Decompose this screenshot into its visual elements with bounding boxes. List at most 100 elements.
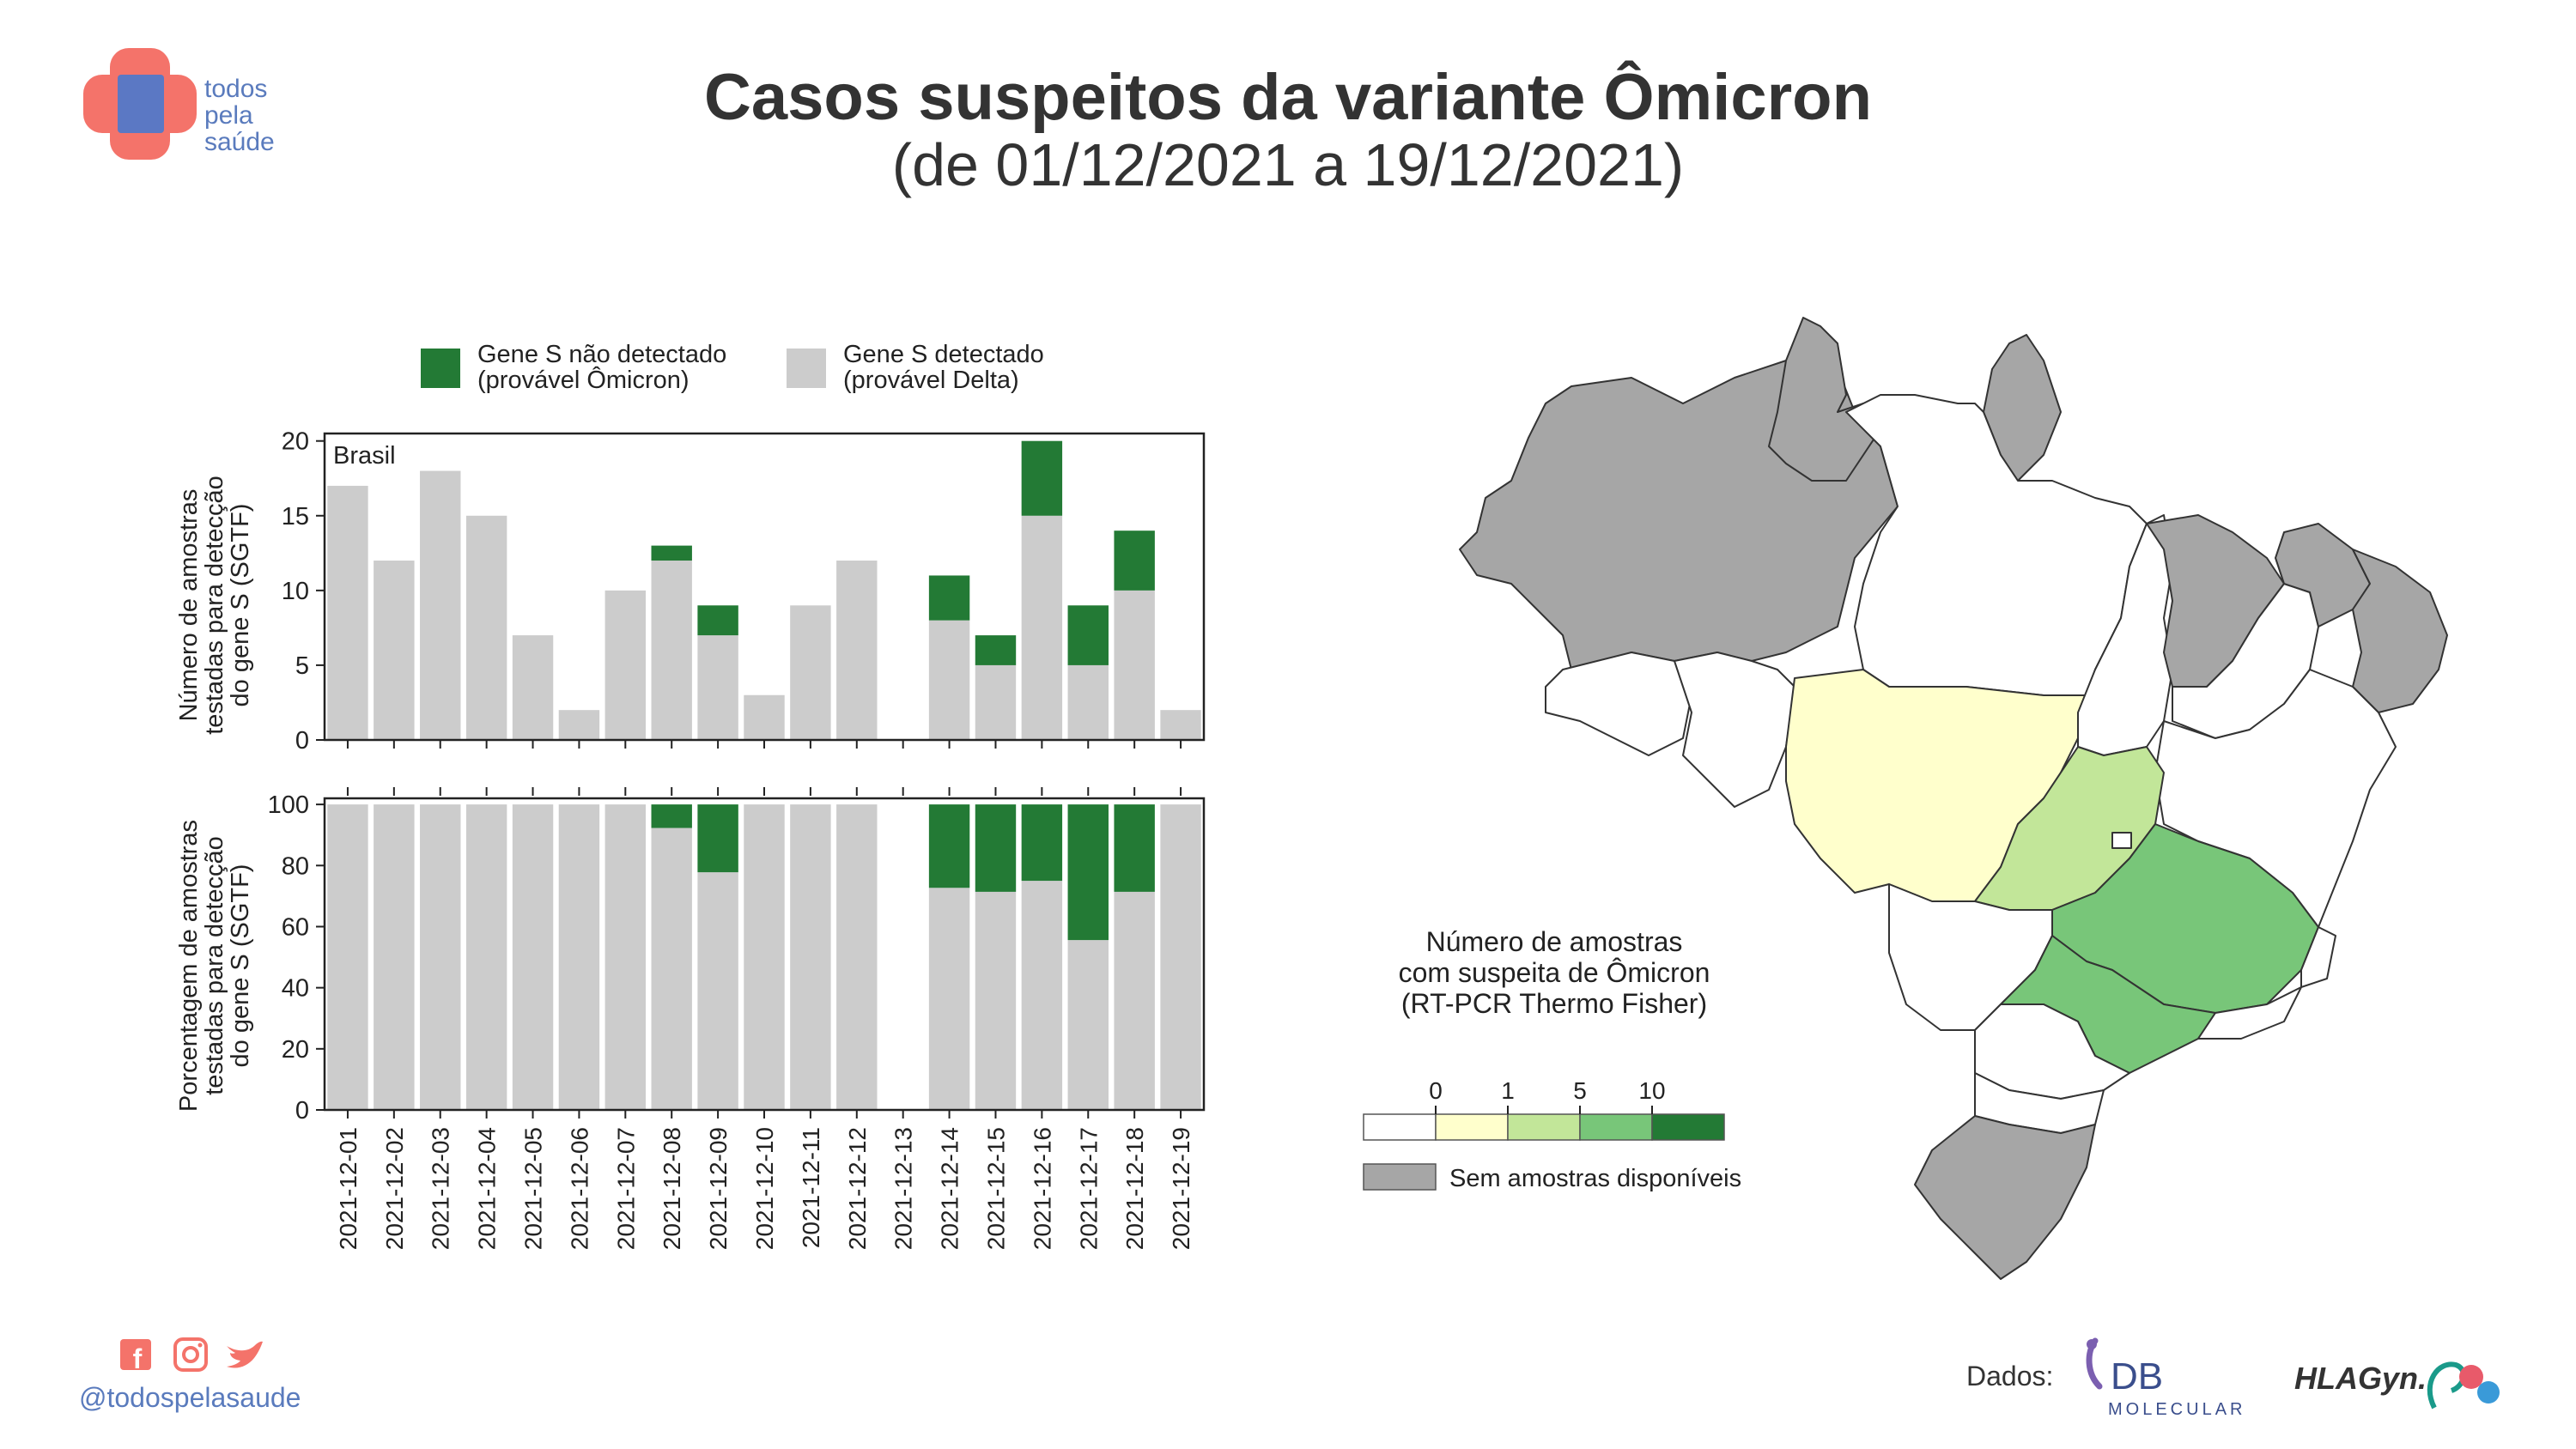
map-legend-title-line1: Número de amostras: [1426, 926, 1683, 957]
chart-xtick-label: 2021-12-17: [1075, 1127, 1102, 1250]
chart-top-bar-omicron: [1021, 440, 1063, 516]
chart-xtick-label: 2021-12-10: [751, 1127, 778, 1250]
chart-top-bar-delta: [697, 635, 738, 740]
db-molecular-sub-text: MOLECULAR: [2108, 1400, 2245, 1419]
chart-bottom-ylabel-line2: testadas para detecção: [201, 836, 228, 1095]
map-state-para: [1845, 394, 2148, 696]
instagram-icon[interactable]: [173, 1337, 208, 1372]
map-state-roraima: [1768, 317, 1881, 482]
data-source-label: Dados:: [1966, 1361, 2054, 1391]
chart-bottom-ylabel-line3: do gene S (SGTF): [227, 864, 254, 1068]
chart-top-bar-omicron: [697, 605, 738, 636]
chart-top-bar-omicron: [928, 575, 970, 621]
map-state-maranhao: [2146, 514, 2285, 688]
chart-xtick-label: 2021-12-14: [937, 1127, 963, 1250]
chart-bottom-ytick-label: 100: [268, 791, 309, 819]
chart-top-bar-delta: [327, 485, 368, 740]
chart-bottom-bar-omicron: [1067, 804, 1109, 941]
chart-bottom-bar-omicron: [928, 804, 970, 888]
map-state-amazonas: [1459, 360, 1899, 670]
chart-bottom-bar-delta: [558, 804, 600, 1110]
scale-swatch: [1435, 1113, 1509, 1141]
chart-bottom-ylabel: Porcentagem de amostras testadas para de…: [175, 785, 254, 1146]
facebook-icon[interactable]: f: [120, 1339, 151, 1374]
chart-xtick-label: 2021-12-18: [1121, 1127, 1148, 1250]
chart-bottom-bar-omicron: [697, 804, 738, 873]
chart-top-ytick-label: 15: [282, 503, 309, 530]
chart-bottom-bar-delta: [1067, 940, 1109, 1110]
map-state-minas-gerais: [2051, 823, 2319, 1014]
scale-swatch: [1363, 1113, 1437, 1141]
chart-top-ytick-label: 0: [295, 727, 309, 755]
legend-swatch-omicron: [421, 349, 460, 388]
chart-top-ytick-label: 20: [282, 428, 309, 456]
chart-top-ytick-label: 10: [282, 578, 309, 605]
chart-xtick-label: 2021-12-11: [798, 1127, 824, 1248]
social-handle[interactable]: @todospelasaude: [79, 1382, 301, 1413]
map-state-goias: [1974, 746, 2165, 911]
chart-top-bar-delta: [420, 470, 461, 740]
chart-top-frame: [323, 432, 1206, 742]
chart-top-ylabel-line2: testadas para detecção: [201, 476, 228, 735]
map-legend-title-line3: (RT-PCR Thermo Fisher): [1401, 988, 1707, 1019]
chart-top-bar-delta: [975, 664, 1017, 740]
chart-top-bar-delta: [605, 590, 647, 740]
map-state-amapa: [1983, 334, 2062, 482]
map-state-mato-grosso: [1785, 669, 2087, 902]
no-data-label: Sem amostras disponíveis: [1449, 1165, 1741, 1192]
scale-swatch: [1507, 1113, 1581, 1141]
chart-bottom-ytick-label: 80: [282, 852, 309, 880]
scale-swatch: [1651, 1113, 1725, 1141]
chart-top-ylabel-line1: Número de amostras: [175, 488, 203, 722]
chart-bottom-bar-omicron: [975, 804, 1017, 892]
legend-delta-line2: (provável Delta): [843, 367, 1019, 394]
hlagyn-text: HLAGyn.: [2294, 1361, 2427, 1396]
chart-top-annotation: Brasil: [333, 442, 396, 470]
legend-omicron-line2: (provável Ômicron): [477, 365, 690, 394]
legend-omicron-line1: Gene S não detectado: [477, 341, 726, 368]
chart-bottom-bar-omicron: [1114, 804, 1155, 892]
chart-xtick-label: 2021-12-07: [612, 1127, 639, 1250]
chart-top-bar-delta: [836, 561, 878, 740]
map-state-piaui: [2172, 583, 2319, 739]
map-state-parana: [1974, 1003, 2130, 1100]
chart-top-bar-omicron: [975, 635, 1017, 665]
scale-tick-label: 0: [1429, 1077, 1443, 1104]
chart-top-bar-delta: [928, 620, 970, 740]
map-state-mato-grosso-sul: [1888, 883, 2053, 1031]
chart-bottom-bar-delta: [512, 804, 554, 1110]
chart-bottom-bar-delta: [744, 804, 785, 1110]
chart-xtick-label: 2021-12-02: [381, 1127, 408, 1250]
chart-bottom-bar-delta: [1160, 804, 1201, 1110]
chart-top-bar-delta: [465, 515, 507, 740]
scale-tick-label: 10: [1638, 1077, 1665, 1104]
no-data-swatch: [1363, 1163, 1437, 1191]
chart-top-ylabel: Número de amostras testadas para detecçã…: [175, 425, 254, 785]
map-state-rn-pb-pe: [2352, 549, 2448, 713]
chart-xtick-label: 2021-12-15: [982, 1127, 1009, 1250]
chart-bottom-ytick-label: 0: [295, 1097, 309, 1125]
map-state-bahia: [2154, 669, 2397, 928]
chart-xtick-label: 2021-12-09: [705, 1127, 732, 1250]
chart-top-bar-omicron: [1067, 605, 1109, 665]
map-state-rio-de-janeiro: [2197, 986, 2302, 1040]
db-molecular-logo-icon: DB MOLECULAR: [2086, 1337, 2245, 1419]
map-state-acre: [1545, 652, 1692, 756]
chart-xtick-label: 2021-12-12: [844, 1127, 871, 1250]
chart-top-bar-delta: [790, 605, 831, 740]
chart-bottom-ylabel-line1: Porcentagem de amostras: [175, 819, 203, 1113]
twitter-icon[interactable]: [227, 1341, 263, 1368]
chart-xtick-label: 2021-12-06: [566, 1127, 592, 1250]
logo-line-3: saúde: [204, 128, 275, 156]
chart-bottom-bar-omicron: [1021, 804, 1063, 882]
chart-bottom-bar-delta: [374, 804, 415, 1110]
chart-bottom-bar-delta: [697, 872, 738, 1110]
chart-xtick-label: 2021-12-01: [335, 1127, 361, 1250]
chart-top-bar-delta: [1160, 710, 1201, 740]
map-legend-title-line2: com suspeita de Ômicron: [1399, 957, 1710, 988]
scale-tick-label: 5: [1573, 1077, 1587, 1104]
